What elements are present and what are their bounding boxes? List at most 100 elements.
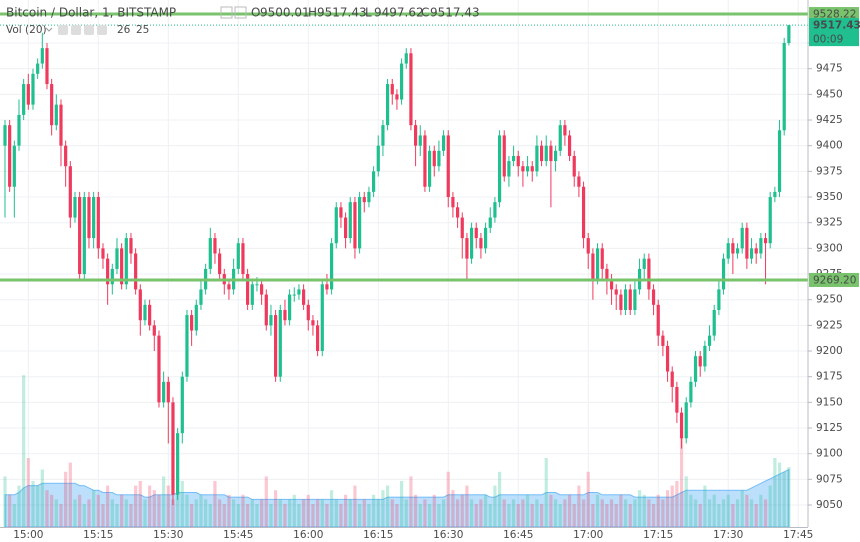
volume-bar — [54, 499, 58, 527]
volume-bar — [782, 471, 786, 527]
volume-bar — [539, 504, 544, 527]
volume-bar — [12, 504, 16, 527]
y-tick-label: 9175 — [816, 371, 843, 383]
candle-body — [227, 284, 231, 290]
volume-bar — [586, 471, 590, 527]
icon[interactable] — [97, 25, 107, 35]
volume-bar — [82, 504, 86, 527]
volume-bar — [232, 499, 236, 527]
icon[interactable] — [84, 25, 94, 35]
price-axis — [808, 0, 860, 542]
candle-body — [199, 289, 203, 305]
candle-body — [628, 289, 632, 310]
volume-bar — [535, 499, 539, 527]
y-tick-label: 9075 — [816, 473, 843, 485]
candle-body — [330, 243, 334, 290]
volume-bar — [432, 494, 436, 527]
candle-body — [334, 207, 338, 244]
y-tick-label: 9375 — [816, 165, 843, 177]
candle-body — [689, 381, 693, 403]
candle-body — [344, 217, 348, 239]
candle-body — [413, 125, 418, 146]
candle-body — [274, 315, 278, 377]
x-tick-label: 16:30 — [433, 529, 463, 541]
candle-body — [404, 53, 408, 64]
candle-body — [726, 243, 730, 259]
ohlc-key: C — [421, 6, 429, 20]
candle-body — [455, 207, 460, 218]
volume-bar — [703, 485, 707, 527]
candle-body — [731, 243, 735, 254]
volume-bar — [320, 499, 324, 527]
caret[interactable] — [45, 27, 53, 32]
candle-body — [703, 345, 707, 367]
candle-body — [432, 150, 436, 167]
volume-bar — [614, 504, 618, 527]
candle-body — [255, 284, 259, 286]
candle-body — [138, 289, 142, 321]
volume-bar — [134, 485, 138, 527]
candle-body — [306, 304, 310, 321]
volume-bar — [647, 499, 651, 527]
candle-body — [148, 304, 152, 326]
y-tick-label: 9425 — [816, 114, 843, 126]
x-tick-label: 17:30 — [713, 529, 743, 541]
candle-body — [162, 381, 166, 403]
ohlc-value: 9500.01 — [260, 6, 310, 20]
icon[interactable] — [220, 6, 233, 19]
y-tick-label: 9050 — [816, 499, 843, 511]
volume-bar — [334, 499, 338, 527]
candle-body — [661, 335, 665, 346]
x-tick-label: 15:45 — [223, 529, 253, 541]
volume-bar — [502, 499, 506, 527]
candle-body — [544, 145, 548, 162]
candle-body — [679, 412, 684, 439]
candle-body — [134, 253, 138, 290]
volume-bar — [516, 504, 520, 527]
icon[interactable] — [234, 6, 247, 19]
candle-body — [633, 289, 637, 310]
volume-bar — [283, 504, 287, 527]
candle-body — [483, 227, 488, 249]
volume-bar — [330, 490, 334, 527]
volume-bar — [493, 485, 497, 527]
ohlc-value: 9497.62 — [374, 6, 424, 20]
volume-bar — [110, 499, 114, 527]
volume-ma-area — [4, 468, 790, 528]
candle-body — [176, 433, 180, 495]
volume-bar — [437, 504, 441, 527]
level-label: 9269.20 — [813, 274, 856, 286]
chart-title: Bitcoin / Dollar, 1, BITSTAMP — [6, 6, 176, 20]
candle-body — [218, 253, 222, 275]
x-tick-label: 15:30 — [153, 529, 183, 541]
candle-body — [777, 130, 782, 192]
candle-body — [283, 309, 287, 321]
volume-bar — [152, 490, 156, 527]
volume-bar — [250, 499, 254, 527]
candle-body — [376, 145, 380, 172]
volume-bar — [572, 504, 576, 527]
volume-bar — [73, 499, 77, 527]
volume-bar — [418, 504, 422, 527]
icon[interactable] — [71, 25, 81, 35]
volume-bar — [651, 504, 656, 527]
volume-bar — [427, 504, 432, 527]
candle-body — [763, 238, 768, 244]
volume-bar — [549, 494, 553, 527]
volume-bar — [623, 499, 628, 527]
icon[interactable] — [58, 25, 68, 35]
candle-body — [381, 125, 385, 146]
candle-body — [288, 294, 292, 321]
candle-body — [497, 135, 502, 203]
volume-bar — [171, 499, 175, 527]
volume-bar — [120, 494, 124, 527]
volume-bar — [479, 499, 483, 527]
candle-body — [372, 171, 376, 192]
candle-body — [82, 197, 86, 275]
volume-bar — [469, 499, 474, 527]
volume-bar — [754, 504, 758, 527]
candle-body — [577, 176, 581, 187]
legend: Bitcoin / Dollar, 1, BITSTAMP Vol (20) O… — [6, 6, 480, 37]
candle-body — [418, 135, 422, 146]
candle-body — [525, 166, 530, 172]
